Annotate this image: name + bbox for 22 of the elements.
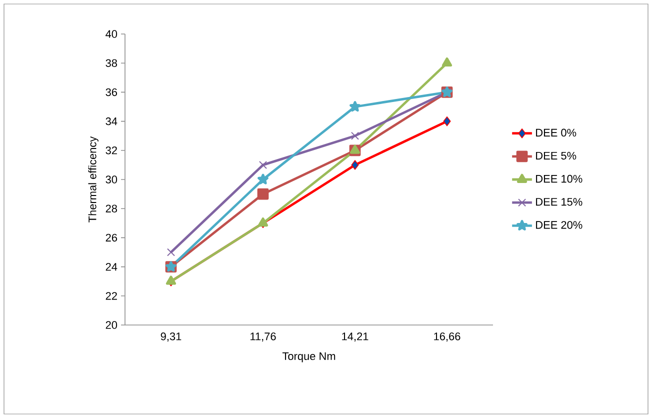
- y-tick-label: 40: [106, 30, 118, 38]
- y-tick-label: 38: [106, 59, 118, 67]
- legend-label: DEE 15%: [536, 198, 582, 206]
- y-tick-label: 36: [106, 88, 118, 96]
- y-tick-label: 26: [106, 234, 118, 242]
- x-tick-label: 9,31: [160, 332, 182, 342]
- y-tick-label: 28: [106, 204, 118, 212]
- legend-label: DEE 0%: [536, 128, 576, 137]
- y-axis-title: Thermal efficency: [88, 136, 98, 222]
- y-tick-label: 32: [106, 146, 117, 154]
- y-tick-label: 34: [106, 117, 118, 126]
- y-tick-label: 22: [106, 292, 117, 300]
- x-tick-label: 11,76: [250, 332, 276, 342]
- x-tick-label: 14,21: [342, 332, 368, 342]
- legend-label: DEE 10%: [536, 174, 582, 183]
- x-axis-title: Torque Nm: [282, 352, 336, 362]
- legend-label: DEE 20%: [536, 221, 582, 229]
- y-tick-label: 30: [106, 176, 118, 184]
- x-tick-label: 16,66: [434, 332, 460, 342]
- legend-label: DEE 5%: [536, 152, 576, 160]
- y-tick-label: 20: [106, 321, 118, 329]
- y-tick-label: 24: [106, 262, 118, 271]
